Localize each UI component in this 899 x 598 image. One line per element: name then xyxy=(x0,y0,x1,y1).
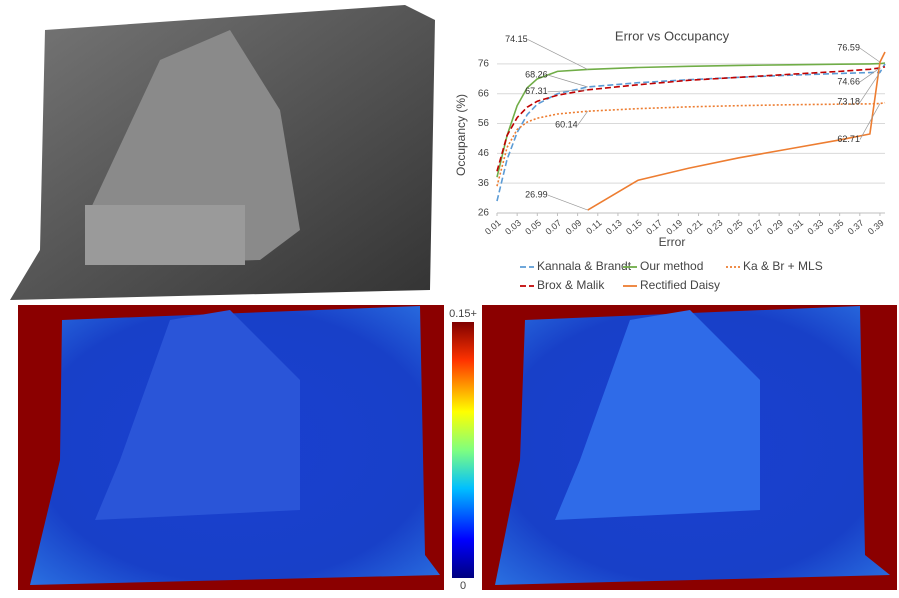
x-tick-label: 0.05 xyxy=(523,218,543,237)
x-tick-label: 0.31 xyxy=(785,218,805,237)
y-tick-label: 76 xyxy=(478,59,490,70)
y-axis-label: Occupancy (%) xyxy=(454,94,468,176)
point-cloud-image xyxy=(0,0,440,300)
legend-label: Brox & Malik xyxy=(537,278,605,292)
annotation-label: 68.26 xyxy=(525,69,548,79)
x-tick-label: 0.01 xyxy=(483,218,503,237)
annotation-label: 73.18 xyxy=(837,97,860,107)
legend-label: Our method xyxy=(640,259,703,273)
x-tick-label: 0.35 xyxy=(826,218,846,237)
annotation-label: 62.71 xyxy=(837,134,860,144)
annotation-label: 67.31 xyxy=(525,86,548,96)
series-line xyxy=(496,63,886,202)
series-line xyxy=(496,101,886,187)
chart-title: Error vs Occupancy xyxy=(615,28,730,43)
x-tick-label: 0.11 xyxy=(584,218,603,236)
annotation-leader xyxy=(547,74,588,88)
x-tick-label: 0.07 xyxy=(543,218,563,237)
y-tick-label: 46 xyxy=(478,148,490,159)
x-tick-label: 0.37 xyxy=(846,218,866,237)
annotation-leader xyxy=(859,72,881,103)
x-axis-label: Error xyxy=(659,235,686,249)
colorbar xyxy=(452,322,474,578)
x-tick-label: 0.25 xyxy=(725,218,745,237)
annotation-leader xyxy=(527,39,588,70)
annotation-leader xyxy=(859,103,881,140)
x-tick-label: 0.21 xyxy=(685,218,705,237)
error-map-left xyxy=(18,305,444,590)
series-line xyxy=(496,66,886,172)
x-tick-label: 0.27 xyxy=(745,218,765,237)
series-line xyxy=(496,62,886,178)
y-tick-label: 26 xyxy=(478,208,490,219)
y-tick-label: 36 xyxy=(478,178,490,189)
y-tick-label: 66 xyxy=(478,88,490,99)
annotation-leader xyxy=(547,89,588,93)
colorbar-max-label: 0.15+ xyxy=(449,308,477,320)
legend-label: Rectified Daisy xyxy=(640,278,720,292)
annotation-label: 74.15 xyxy=(505,34,528,44)
x-tick-label: 0.23 xyxy=(705,218,725,237)
annotation-leader xyxy=(859,67,881,83)
colorbar-min-label: 0 xyxy=(460,580,466,592)
annotation-label: 74.66 xyxy=(837,76,860,86)
x-tick-label: 0.15 xyxy=(624,218,644,237)
x-tick-label: 0.29 xyxy=(765,218,785,237)
error-map-right xyxy=(482,305,897,590)
y-tick-label: 56 xyxy=(478,118,490,129)
x-tick-label: 0.03 xyxy=(503,218,523,237)
x-tick-label: 0.13 xyxy=(604,218,624,237)
annotation-leader xyxy=(577,110,588,126)
legend-label: Kannala & Brandt xyxy=(537,259,632,273)
legend-label: Ka & Br + MLS xyxy=(743,259,823,273)
annotation-label: 26.99 xyxy=(525,189,548,199)
annotation-label: 76.59 xyxy=(837,43,860,53)
x-tick-label: 0.39 xyxy=(866,218,886,237)
annotation-label: 60.14 xyxy=(555,120,578,130)
annotation-leader xyxy=(547,194,588,211)
x-tick-label: 0.19 xyxy=(664,218,684,237)
x-tick-label: 0.17 xyxy=(644,218,664,237)
x-tick-label: 0.09 xyxy=(564,218,584,237)
x-tick-label: 0.33 xyxy=(805,218,825,237)
series-line xyxy=(587,51,886,211)
annotation-leader xyxy=(859,47,881,63)
